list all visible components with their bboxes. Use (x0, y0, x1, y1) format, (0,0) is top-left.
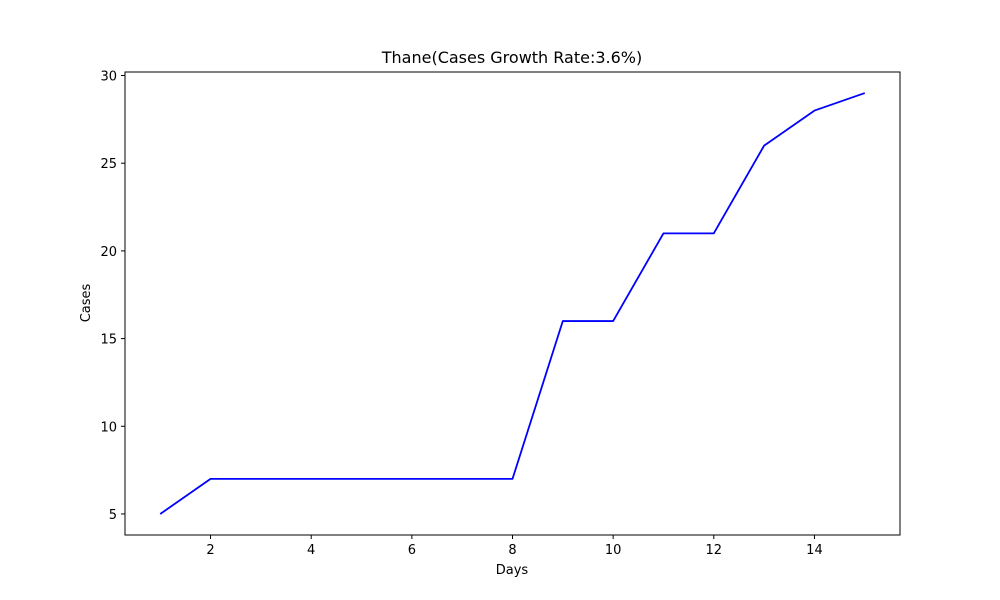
x-tick-label: 4 (307, 543, 315, 558)
x-tick-label: 10 (605, 543, 622, 558)
y-axis-label: Cases (79, 283, 94, 322)
series-line (159, 92, 866, 515)
x-tick-label: 8 (508, 543, 516, 558)
y-tick-label: 10 (100, 420, 117, 435)
plot-series (159, 92, 866, 515)
y-tick-label: 30 (100, 70, 117, 85)
y-axis-ticks: 5 10 15 20 25 30 (100, 70, 125, 523)
y-tick-label: 5 (109, 508, 117, 523)
plot-area-frame (124, 71, 901, 536)
y-tick-label: 15 (100, 333, 117, 348)
y-tick-label: 20 (100, 245, 117, 260)
y-tick-label: 25 (100, 157, 117, 172)
x-axis-label: Days (496, 563, 529, 578)
x-tick-label: 6 (408, 543, 416, 558)
x-tick-label: 14 (806, 543, 823, 558)
chart-title: Thane(Cases Growth Rate:3.6%) (381, 48, 643, 67)
x-axis-ticks: 2 4 6 8 10 12 14 (206, 535, 823, 558)
x-tick-label: 2 (206, 543, 214, 558)
x-tick-label: 12 (706, 543, 723, 558)
